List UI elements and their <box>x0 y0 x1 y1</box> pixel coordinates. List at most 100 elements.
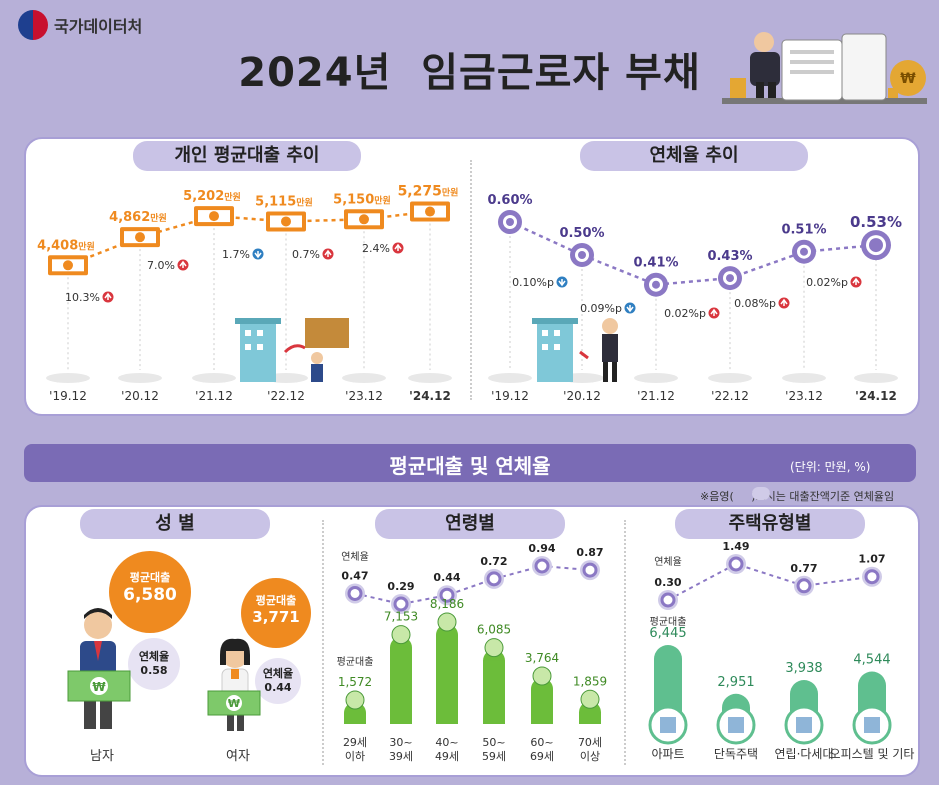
loan-point-coin-icon <box>425 206 435 217</box>
age-rate-value: 0.87 <box>576 546 603 559</box>
male-loan-bubble: 평균대출 6,580 <box>109 551 191 633</box>
housing-rate-point <box>864 569 880 585</box>
loan-tick-base-2 <box>192 373 236 383</box>
rate-change-label: 0.08%p <box>734 297 776 310</box>
shading-note: ※음영( )표시는 대출잔액기준 연체율임 <box>700 490 895 503</box>
agency-name: 국가데이터처 <box>54 17 143 36</box>
age-loan-value: 6,085 <box>477 623 511 637</box>
age-loan-value: 8,186 <box>430 597 464 611</box>
female-loan-value: 3,771 <box>252 608 300 626</box>
rate-value-label: 0.43% <box>707 249 752 264</box>
housing-rate-point <box>728 556 744 572</box>
housing-loan-value: 2,951 <box>717 675 754 690</box>
rate-value-label: 0.60% <box>487 193 532 208</box>
loan-change-2-arrow-icon <box>254 251 262 259</box>
delinquency-trend-title: 연체율 추이 <box>580 141 808 171</box>
loan-change-label: 10.3% <box>65 291 100 304</box>
svg-text:₩: ₩ <box>900 71 916 87</box>
housing-title: 주택유형별 <box>675 509 865 539</box>
age-group-line1: 70세 <box>578 736 602 749</box>
loan-change-1-arrow-icon <box>179 260 187 268</box>
age-loan-value: 1,572 <box>338 675 372 689</box>
loan-trend-title: 개인 평균대출 추이 <box>133 141 361 171</box>
loan-tick-label: '20.12 <box>121 389 159 403</box>
age-title: 연령별 <box>375 509 565 539</box>
rate-tick-base-0 <box>488 373 532 383</box>
rate-tick-base-4 <box>782 373 826 383</box>
age-person-head-icon <box>580 689 600 709</box>
rate-trend-line <box>509 220 877 286</box>
rate-change-label: 0.02%p <box>806 276 848 289</box>
age-rate-value: 0.94 <box>528 542 555 555</box>
age-rate-point <box>582 562 598 578</box>
age-rate-value: 0.29 <box>387 580 414 593</box>
svg-text:₩: ₩ <box>228 697 240 710</box>
age-group-line1: 29세 <box>343 736 367 749</box>
age-group-line2: 59세 <box>482 750 506 763</box>
man-holding-money-icon: ₩ <box>67 608 131 729</box>
rate-tick-label: '21.12 <box>637 389 675 403</box>
rate-change-0-arrow-icon <box>558 279 566 287</box>
loan-tick-base-5 <box>408 373 452 383</box>
housing-loan-value: 4,544 <box>853 653 890 668</box>
gender-label-female: 여자 <box>226 749 250 764</box>
rate-tick-label: '22.12 <box>711 389 749 403</box>
age-group-line1: 30~ <box>389 736 412 749</box>
rate-point-center <box>578 251 586 259</box>
age-loan-value: 1,859 <box>573 674 607 688</box>
section-title: 평균대출 및 연체율 <box>389 454 551 478</box>
loan-tick-base-4 <box>342 373 386 383</box>
housing-building-icon-body <box>728 717 744 733</box>
woman-holding-money-icon: ₩ <box>207 638 261 731</box>
male-rate-bubble: 연체율 0.58 <box>128 638 180 690</box>
loan-change-label: 2.4% <box>362 242 390 255</box>
rate-value-label: 0.53% <box>850 213 902 231</box>
housing-loan-value: 3,938 <box>785 661 822 676</box>
age-rate-point <box>534 558 550 574</box>
age-loan-bar-fill <box>579 712 601 724</box>
male-loan-label: 평균대출 <box>129 571 171 584</box>
rate-change-3-arrow-icon <box>780 298 788 306</box>
loan-value-label: 5,115만원 <box>255 194 313 209</box>
rate-change-label: 0.02%p <box>664 307 706 320</box>
worried-man-illustration-icon: ₩ <box>722 32 927 104</box>
section-ribbon <box>24 444 916 482</box>
loan-tick-base-0 <box>46 373 90 383</box>
rate-change-4-arrow-icon <box>852 277 860 285</box>
housing-rate-value: 0.30 <box>654 576 681 589</box>
loan-tick-label: '21.12 <box>195 389 233 403</box>
loan-change-label: 0.7% <box>292 248 320 261</box>
svg-text:₩: ₩ <box>92 680 106 694</box>
agency-logo-icon <box>18 10 48 40</box>
section-unit: (단위: 만원, %) <box>790 460 871 474</box>
rate-value-label: 0.41% <box>633 256 678 271</box>
housing-type-label: 오피스텔 및 기타 <box>830 747 915 761</box>
loan-value-label: 5,150만원 <box>333 192 391 207</box>
housing-loan-value: 6,445 <box>649 626 686 641</box>
loan-change-4-arrow-icon <box>394 243 402 251</box>
loan-value-label: 5,202만원 <box>183 189 241 204</box>
housing-rate-point <box>660 592 676 608</box>
age-loan-bar-fill <box>390 647 412 724</box>
age-group-line2: 49세 <box>435 750 459 763</box>
loan-trend-chart: '19.12 '20.12 '21.12 '22.12 '23.12 '24.12 4,40… <box>37 184 458 403</box>
loan-point-coin-icon <box>135 232 145 243</box>
age-rate-point <box>347 585 363 601</box>
housing-building-icon-body <box>864 717 880 733</box>
housing-loan-axis-label: 평균대출 <box>650 616 687 628</box>
page-title: 2024년 임금근로자 부채 <box>238 50 701 96</box>
housing-rate-value: 1.07 <box>858 553 885 566</box>
age-group-line2: 이상 <box>580 750 600 763</box>
age-person-head-icon <box>437 612 457 632</box>
age-person-head-icon <box>484 638 504 658</box>
rate-point-center <box>869 238 883 253</box>
loan-change-3-arrow-icon <box>324 249 332 257</box>
loan-point-coin-icon <box>359 214 369 225</box>
loan-tick-base-1 <box>118 373 162 383</box>
age-person-head-icon <box>345 690 365 710</box>
gender-title: 성 별 <box>80 509 270 539</box>
divider-2 <box>624 520 626 765</box>
rate-change-label: 0.09%p <box>580 302 622 315</box>
